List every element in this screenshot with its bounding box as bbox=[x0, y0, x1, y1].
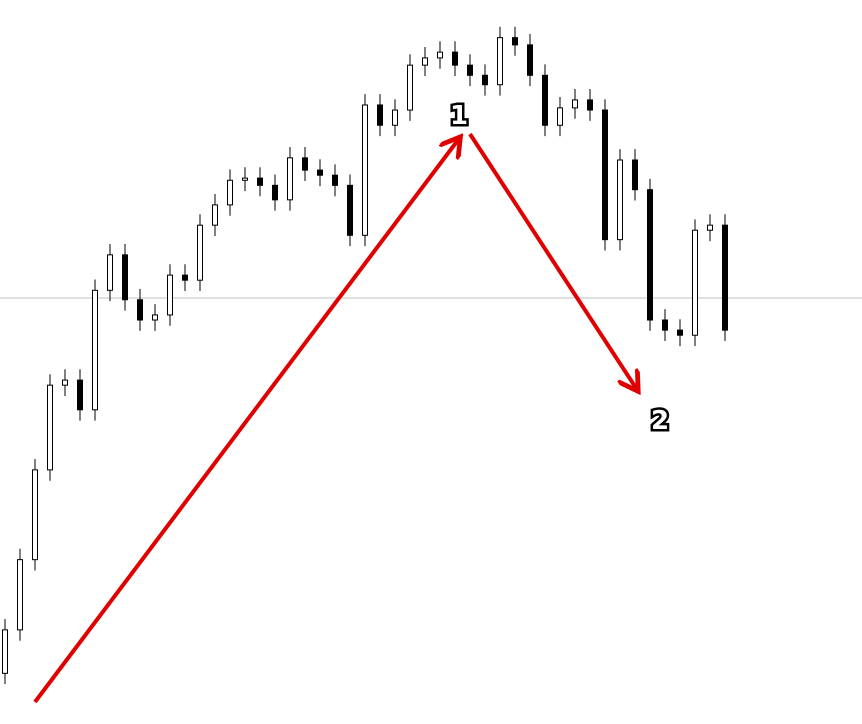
candle-body bbox=[197, 224, 203, 281]
candle-body bbox=[137, 299, 143, 321]
arrow-down bbox=[468, 132, 636, 388]
candle-body bbox=[467, 64, 473, 76]
candle-body bbox=[152, 314, 158, 321]
candle-body bbox=[542, 74, 548, 126]
candle-body bbox=[452, 51, 458, 66]
candle-body bbox=[647, 189, 653, 321]
candle-body bbox=[47, 384, 53, 471]
candle-body bbox=[662, 319, 668, 331]
candle-body bbox=[527, 44, 533, 76]
candle-body bbox=[632, 159, 638, 191]
candle-body bbox=[617, 159, 623, 241]
candle-body bbox=[437, 51, 443, 59]
candle-body bbox=[602, 109, 608, 241]
candle-body bbox=[677, 329, 683, 336]
candle-body bbox=[107, 254, 113, 291]
candle-body bbox=[332, 174, 338, 186]
candle-body bbox=[392, 109, 398, 126]
candle-body bbox=[77, 379, 83, 411]
candle-body bbox=[722, 224, 728, 331]
candle-body bbox=[227, 179, 233, 206]
candle-body bbox=[482, 74, 488, 86]
candle-body bbox=[377, 104, 383, 126]
candles bbox=[2, 26, 728, 685]
candle-body bbox=[92, 289, 98, 411]
candle-body bbox=[557, 107, 563, 126]
candle-body bbox=[407, 64, 413, 111]
candle-body bbox=[347, 184, 353, 236]
candle-body bbox=[692, 229, 698, 336]
candle-body bbox=[2, 629, 8, 674]
candle-body bbox=[707, 224, 713, 231]
candle-body bbox=[167, 274, 173, 316]
candle-body bbox=[422, 57, 428, 66]
candle-body bbox=[587, 99, 593, 111]
candle-body bbox=[212, 204, 218, 226]
arrow-up bbox=[33, 140, 458, 704]
candle-body bbox=[122, 254, 128, 301]
candle-body bbox=[317, 169, 323, 176]
candle-body bbox=[497, 37, 503, 86]
candle-body bbox=[257, 177, 263, 186]
candle-body bbox=[362, 104, 368, 236]
candle-body bbox=[302, 157, 308, 171]
candle-body bbox=[182, 274, 188, 281]
candle-body bbox=[272, 184, 278, 201]
candle-body bbox=[512, 37, 518, 46]
candle-body bbox=[242, 177, 248, 181]
candle-body bbox=[17, 559, 23, 631]
candle-body bbox=[572, 99, 578, 109]
candle-body bbox=[62, 379, 68, 386]
annotation: 2 bbox=[651, 406, 669, 436]
candle-body bbox=[287, 157, 293, 201]
candle-body bbox=[32, 469, 38, 561]
annotation: 1 bbox=[450, 101, 468, 131]
